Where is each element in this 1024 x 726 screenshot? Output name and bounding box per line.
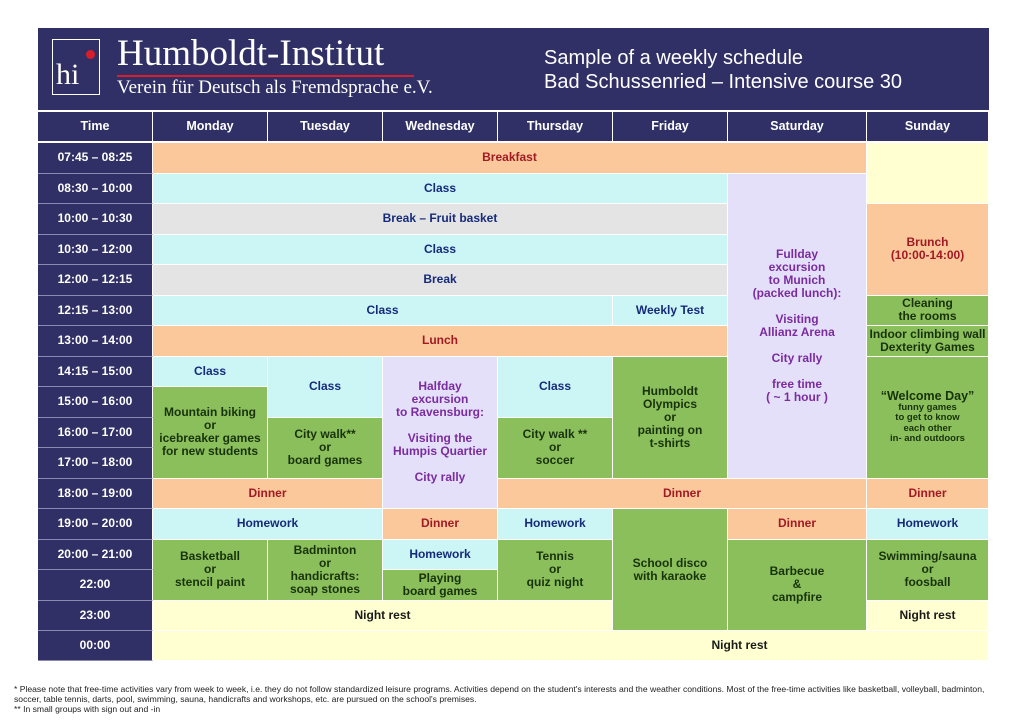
time-slot: 12:15 – 13:00: [38, 295, 153, 326]
footnotes: * Please note that free-time activities …: [14, 684, 1004, 714]
night-rest-filler: [153, 631, 613, 661]
footnote-free-time: * Please note that free-time activities …: [14, 684, 985, 704]
dinner-block-thu-sat: Dinner: [498, 478, 867, 509]
noon-class-block: Class: [153, 295, 613, 326]
wednesday-excursion-block: Halfday excursion to Ravensburg: Visitin…: [383, 356, 498, 509]
column-header-wednesday: Wednesday: [383, 112, 498, 142]
institute-subtitle: Verein für Deutsch als Fremdsprache e.V.: [117, 77, 433, 98]
thursday-class-block: Class: [498, 356, 613, 418]
institute-name: Humboldt-Institut: [117, 33, 385, 74]
column-header-thursday: Thursday: [498, 112, 613, 142]
sunday-climbing-block: Indoor climbing wall Dexterity Games: [867, 326, 989, 357]
tuesday-class-block: Class: [268, 356, 383, 418]
sunday-evening-block: Swimming/sauna or foosball: [867, 539, 989, 601]
midmorning-class-block: Class: [153, 234, 728, 265]
logo-dot-icon: [86, 50, 95, 59]
tuesday-evening-block: Badminton or handicrafts: soap stones: [268, 539, 383, 601]
sunday-brunch-block: Brunch (10:00-14:00): [867, 204, 989, 296]
time-slot: 13:00 – 14:00: [38, 326, 153, 357]
institute-divider: [117, 75, 414, 77]
time-slot: 20:00 – 21:00: [38, 539, 153, 570]
time-slot: 15:00 – 16:00: [38, 387, 153, 418]
wednesday-dinner-block: Dinner: [383, 509, 498, 540]
thursday-afternoon-block: City walk ** or soccer: [498, 417, 613, 479]
time-slot: 12:00 – 12:15: [38, 265, 153, 296]
monday-class-block: Class: [153, 356, 268, 387]
dinner-block-mon-tue: Dinner: [153, 478, 383, 509]
fruit-break-block: Break – Fruit basket: [153, 204, 728, 235]
header-banner: hi Humboldt-Institut Verein für Deutsch …: [38, 28, 989, 110]
monday-afternoon-block: Mountain biking or icebreaker games for …: [153, 387, 268, 479]
time-slot: 00:00: [38, 631, 153, 661]
time-slot: 16:00 – 17:00: [38, 417, 153, 448]
column-header-tuesday: Tuesday: [268, 112, 383, 142]
time-slot: 08:30 – 10:00: [38, 173, 153, 204]
night-rest-block-sunday: Night rest: [867, 600, 989, 631]
morning-class-block: Class: [153, 173, 728, 204]
wednesday-homework-block: Homework: [383, 539, 498, 570]
time-slot: 19:00 – 20:00: [38, 509, 153, 540]
sunday-welcome-day-block: “Welcome Day” funny games to get to know…: [867, 356, 989, 479]
saturday-dinner-block: Dinner: [728, 509, 867, 540]
dinner-block-sunday: Dinner: [867, 478, 989, 509]
lunch-block: Lunch: [153, 326, 728, 357]
thursday-homework-block: Homework: [498, 509, 613, 540]
time-slot: 18:00 – 19:00: [38, 478, 153, 509]
time-slot: 17:00 – 18:00: [38, 448, 153, 479]
logo-letters: hi: [56, 58, 80, 91]
welcome-day-title: “Welcome Day”: [880, 388, 975, 403]
schedule-title: Sample of a weekly schedule: [544, 47, 804, 69]
short-break-block: Break: [153, 265, 728, 296]
welcome-day-description: funny games to get to know each other in…: [890, 401, 965, 444]
weekly-test-block: Weekly Test: [613, 295, 728, 326]
column-header-friday: Friday: [613, 112, 728, 142]
friday-evening-block: School disco with karaoke: [613, 509, 728, 631]
monday-evening-block: Basketball or stencil paint: [153, 539, 268, 601]
thursday-evening-block: Tennis or quiz night: [498, 539, 613, 601]
saturday-excursion-block: Fullday excursion to Munich (packed lunc…: [728, 173, 867, 479]
sunday-homework-block: Homework: [867, 509, 989, 540]
time-slot: 10:00 – 10:30: [38, 204, 153, 235]
column-header-time: Time: [38, 112, 153, 142]
breakfast-block: Breakfast: [153, 143, 867, 174]
wednesday-evening-block: Playing board games: [383, 570, 498, 601]
time-slot: 14:15 – 15:00: [38, 356, 153, 387]
time-slot: 10:30 – 12:00: [38, 234, 153, 265]
institute-logo: hi: [52, 39, 100, 95]
saturday-evening-block: Barbecue & campfire: [728, 539, 867, 631]
tuesday-afternoon-block: City walk** or board games: [268, 417, 383, 479]
sunday-morning-free: [867, 143, 989, 204]
schedule-subtitle: Bad Schussenried – Intensive course 30: [544, 71, 902, 93]
time-slot: 22:00: [38, 570, 153, 601]
column-header-sunday: Sunday: [867, 112, 989, 142]
column-header-monday: Monday: [153, 112, 268, 142]
footnote-small-groups: ** In small groups with sign out and -in: [14, 704, 161, 714]
night-rest-block-weekdays: Night rest: [153, 600, 613, 631]
time-slot: 23:00: [38, 600, 153, 631]
homework-block-mon-tue: Homework: [153, 509, 383, 540]
friday-afternoon-block: Humboldt Olympics or painting on t-shirt…: [613, 356, 728, 479]
column-header-saturday: Saturday: [728, 112, 867, 142]
time-slot: 07:45 – 08:25: [38, 143, 153, 174]
sunday-cleaning-block: Cleaning the rooms: [867, 295, 989, 326]
